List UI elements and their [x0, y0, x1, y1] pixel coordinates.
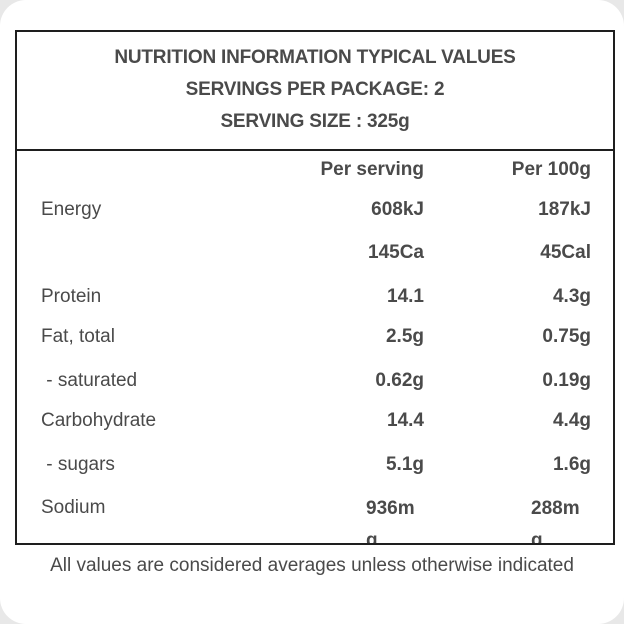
row-per-serving: 5.1g — [385, 454, 424, 475]
row-per-serving: 936mg — [366, 498, 415, 545]
table-row-energy-cal: 145Ca 45Cal — [17, 238, 613, 268]
column-header-row: Per serving Per 100g — [17, 155, 613, 185]
row-label: Energy — [41, 199, 102, 220]
row-per-serving: 2.5g — [385, 326, 424, 347]
row-per-100g: 4.4g — [552, 410, 591, 431]
table-row-protein: Protein 14.1 4.3g — [17, 282, 613, 312]
row-per-serving: 145Ca — [368, 242, 424, 263]
servings-per-package: SERVINGS PER PACKAGE: 2 — [185, 79, 445, 100]
row-label: Sodium — [41, 497, 106, 518]
table-row-sugars: - sugars 5.1g 1.6g — [17, 450, 613, 480]
row-label: - saturated — [41, 370, 138, 391]
table-row-sodium: Sodium 936mg 288mg — [17, 493, 613, 545]
table-row-energy: Energy 608kJ 187kJ — [17, 195, 613, 225]
table-header: NUTRITION INFORMATION TYPICAL VALUES SER… — [17, 32, 613, 151]
table-title: NUTRITION INFORMATION TYPICAL VALUES — [114, 47, 516, 68]
row-per-serving: 14.4 — [387, 410, 424, 431]
serving-size: SERVING SIZE : 325g — [220, 111, 410, 132]
row-per-100g: 45Cal — [540, 242, 591, 263]
nutrition-table: NUTRITION INFORMATION TYPICAL VALUES SER… — [15, 30, 615, 545]
row-per-100g: 288mg — [531, 498, 580, 545]
table-row-saturated: - saturated 0.62g 0.19g — [17, 366, 613, 396]
table-row-carbohydrate: Carbohydrate 14.4 4.4g — [17, 406, 613, 436]
footnote: All values are considered averages unles… — [50, 555, 574, 576]
row-per-100g: 0.75g — [542, 326, 591, 347]
row-label: Carbohydrate — [41, 410, 157, 431]
row-per-serving: 608kJ — [371, 199, 424, 220]
row-per-serving: 0.62g — [375, 370, 424, 391]
row-per-100g: 187kJ — [538, 199, 591, 220]
column-header-per-serving: Per serving — [320, 159, 425, 180]
row-label: - sugars — [41, 454, 115, 475]
row-per-100g: 0.19g — [542, 370, 591, 391]
row-per-100g: 1.6g — [552, 454, 591, 475]
row-label: Fat, total — [41, 326, 115, 347]
row-per-serving: 14.1 — [387, 286, 424, 307]
column-header-per-100g: Per 100g — [511, 159, 591, 180]
row-label: Protein — [41, 286, 102, 307]
row-per-100g: 4.3g — [552, 286, 591, 307]
table-row-fat: Fat, total 2.5g 0.75g — [17, 322, 613, 352]
